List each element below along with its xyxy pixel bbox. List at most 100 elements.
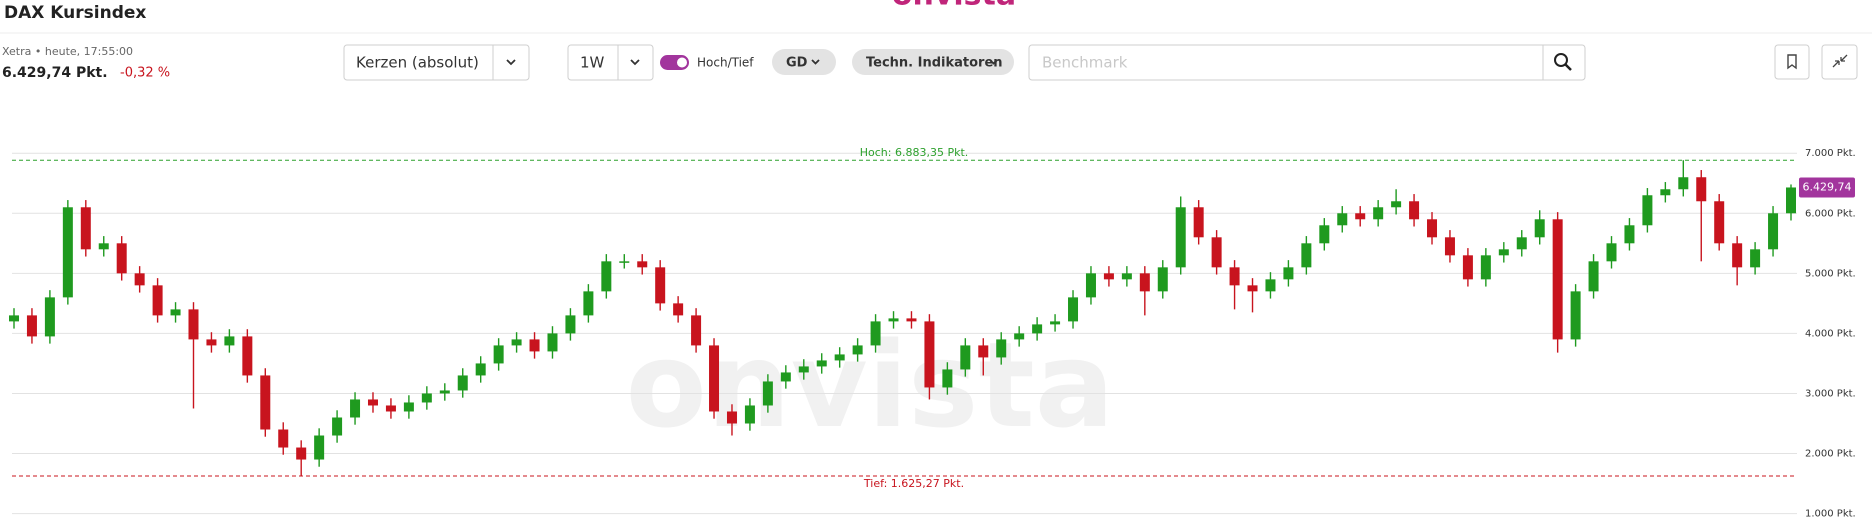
candle-body	[511, 339, 522, 346]
y-tick-label: 1.000 Pkt.	[1805, 509, 1856, 520]
candle-body	[1337, 213, 1348, 226]
average-button[interactable]	[772, 49, 836, 75]
y-tick-label: 7.000 Pkt.	[1805, 148, 1856, 159]
period: 1W	[580, 54, 605, 72]
candle-body	[1462, 255, 1473, 280]
candle-body	[439, 390, 450, 394]
candle-body	[206, 339, 217, 346]
bookmark-button[interactable]	[1774, 44, 1810, 80]
last-label: 6.429,74	[1803, 180, 1852, 193]
candle-body	[1570, 291, 1581, 340]
candle-body	[1624, 225, 1635, 244]
change: -0,32 %	[120, 66, 170, 81]
candle-body	[744, 405, 755, 424]
candle-body	[1050, 321, 1061, 325]
candle-body	[1319, 225, 1330, 244]
candle-body	[673, 303, 684, 316]
candle-body	[457, 375, 468, 391]
candle-body	[906, 318, 917, 322]
candle-body	[170, 309, 181, 316]
candle-body	[1444, 237, 1455, 256]
candle-body	[44, 297, 55, 337]
candle-body	[1085, 273, 1096, 298]
chevron	[506, 59, 516, 66]
candle-body	[942, 369, 953, 388]
candle-body	[1696, 177, 1707, 202]
candle-body	[583, 291, 594, 316]
candle-body	[1103, 273, 1114, 280]
candle-body	[1157, 267, 1168, 292]
candle-body	[62, 207, 73, 298]
chevron	[989, 59, 998, 65]
candle-body	[1139, 273, 1150, 292]
candle-body	[1229, 267, 1240, 286]
candle-body	[1516, 237, 1527, 250]
benchmark-input[interactable]	[1028, 44, 1586, 81]
candle-body	[80, 207, 91, 250]
candle-body	[421, 393, 432, 403]
candle-body	[1660, 189, 1671, 196]
candle-body	[1032, 324, 1043, 334]
logo: onvista	[892, 0, 1016, 13]
candle-body	[1552, 219, 1563, 340]
candle-body	[296, 447, 307, 460]
candle-body	[924, 321, 935, 388]
candle-body	[870, 321, 881, 346]
watermark: onvista	[626, 316, 1115, 454]
candle-body	[1068, 297, 1079, 322]
candle-body	[1534, 219, 1545, 238]
candle-body	[260, 375, 271, 430]
candle-body	[888, 318, 899, 322]
search-icon[interactable]	[1554, 53, 1572, 71]
candle-body	[960, 345, 971, 370]
indicators-button[interactable]	[852, 49, 1014, 75]
candle-body	[978, 345, 989, 358]
last-badge	[1799, 177, 1855, 198]
y-tick-label: 5.000 Pkt.	[1805, 268, 1856, 279]
candle-body	[1014, 333, 1025, 340]
candle-body	[1355, 213, 1366, 220]
candle-body	[1301, 243, 1312, 268]
chart-type-dropdown[interactable]	[343, 44, 530, 81]
candle-body	[1373, 207, 1384, 220]
candle-body	[637, 261, 648, 268]
candle-body	[601, 261, 612, 292]
candle-body	[709, 345, 720, 412]
candle-body	[152, 285, 163, 316]
chevron	[630, 59, 640, 66]
period-dropdown[interactable]	[567, 44, 654, 81]
title: DAX Kursindex	[4, 3, 146, 23]
y-tick-label: 4.000 Pkt.	[1805, 328, 1856, 339]
candle-body	[1588, 261, 1599, 292]
bookmark-icon	[1787, 54, 1797, 70]
candle-body	[1678, 177, 1689, 190]
candle-body	[1175, 207, 1186, 268]
candle-body	[188, 309, 199, 340]
candle-body	[780, 372, 791, 382]
candle-body	[834, 354, 845, 361]
candle-body	[1606, 243, 1617, 262]
candle-body	[1211, 237, 1222, 268]
price: 6.429,74 Pkt.	[2, 65, 108, 81]
candle-body	[691, 315, 702, 346]
y-tick-label: 2.000 Pkt.	[1805, 449, 1856, 460]
chevron	[811, 59, 820, 65]
toggle-knob	[677, 57, 687, 68]
candle-body	[26, 315, 37, 337]
candle-body	[332, 417, 343, 436]
candle-body	[1121, 273, 1132, 280]
candle-body	[565, 315, 576, 334]
indicators: Techn. Indikatoren	[866, 56, 1003, 71]
candle-body	[116, 243, 127, 274]
candle-body	[1480, 255, 1491, 280]
candle-body	[403, 402, 414, 412]
candle-body	[242, 336, 253, 376]
low-label: Tief: 1.625,27 Pkt.	[863, 477, 964, 490]
average: GD	[786, 56, 808, 71]
high-label: Hoch: 6.883,35 Pkt.	[860, 146, 969, 159]
candle-body	[726, 411, 737, 424]
y-tick-label: 6.000 Pkt.	[1805, 208, 1856, 219]
candle-body	[9, 315, 19, 322]
candle-body	[1768, 213, 1779, 250]
